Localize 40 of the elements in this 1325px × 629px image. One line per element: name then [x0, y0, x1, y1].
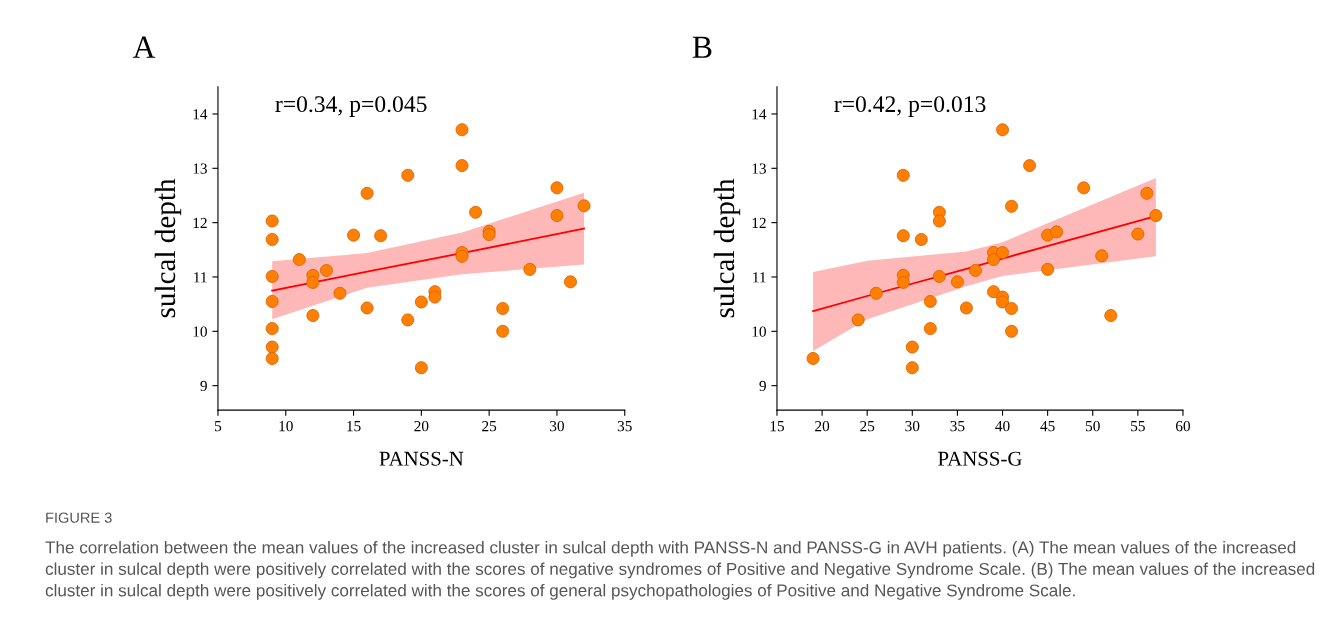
x-tick-label: 35	[617, 421, 632, 432]
x-axis-title: PANSS-G	[938, 451, 1022, 466]
y-tick-label: 9	[200, 380, 207, 392]
text: The correlation between the mean values of the increased cluster in sulcal depth with PANSS-N and PANSS-G in AVH patients. (A) The mean values of the increased cluster in sulcal depth were positively correlated with the scores of negative syndromes of Positive and Negative Syndrome Scale. (B) The mean values of the increased cluster in sulcal depth were positively correlated with the scores of general psychopathologies of Positive and Negative Syndrome Scale.	[45, 540, 1315, 600]
y-tick-label: 13	[752, 163, 766, 174]
x-tick-label: 15	[770, 421, 785, 432]
x-tick-label: 20	[815, 420, 830, 432]
y-axis-title: sulcal depth	[154, 178, 182, 318]
y-tick-label: 14	[193, 109, 208, 120]
annotation: r=0.34, p=0.045	[275, 96, 427, 117]
x-tick-label: 30	[550, 420, 564, 432]
y-tick-label: 10	[752, 326, 766, 337]
x-tick-label: 25	[482, 421, 497, 432]
x-tick-label: 45	[1040, 421, 1055, 432]
caption: FIGURE 3	[46, 512, 112, 523]
x-tick-label: 15	[347, 421, 361, 432]
x-tick-label: 60	[1175, 420, 1191, 432]
y-tick-label: 11	[194, 272, 207, 283]
x-tick-label: 20	[414, 420, 429, 432]
y-axis-title: sulcal depth	[713, 178, 741, 318]
y-tick-label: 12	[752, 217, 766, 228]
x-tick-label: 55	[1131, 421, 1145, 432]
y-tick-label: 9	[759, 380, 766, 392]
x-tick-label: 10	[279, 420, 293, 432]
annotation: r=0.42, p=0.013	[834, 96, 986, 117]
x-tick-label: 5	[215, 421, 222, 432]
x-tick-label: 35	[950, 421, 965, 432]
y-tick-label: 14	[752, 109, 767, 120]
x-tick-label: 25	[860, 421, 875, 432]
line-series	[271, 227, 585, 292]
x-axis-title: PANSS-N	[379, 451, 464, 466]
y-tick-label: 11	[753, 272, 766, 283]
x-tick-label: 50	[1085, 420, 1100, 432]
y-tick-label: 13	[193, 163, 207, 174]
chart-title: A	[132, 36, 156, 58]
x-tick-label: 30	[905, 420, 920, 432]
y-tick-label: 12	[193, 217, 207, 228]
x-tick-label: 40	[995, 420, 1010, 432]
chart-title: B	[692, 36, 712, 58]
y-tick-label: 10	[193, 326, 207, 337]
